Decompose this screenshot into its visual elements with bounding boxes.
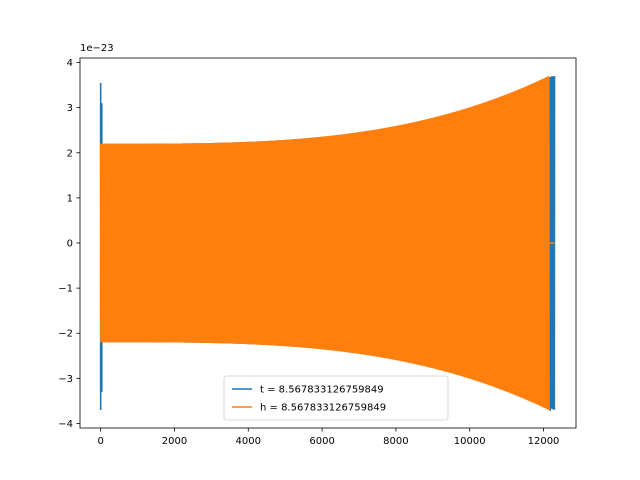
x-tick-label: 4000 [236,436,261,447]
x-tick-label: 10000 [454,436,486,447]
series-layer [99,76,556,411]
y-tick-label: −4 [58,419,73,430]
legend: t = 8.567833126759849 h = 8.5678331267598… [223,375,449,421]
y-tick-label: 2 [67,148,73,159]
y-offset-label: 1e−23 [80,43,114,54]
y-tick-label: 1 [67,193,73,204]
legend-label: h = 8.567833126759849 [260,403,386,414]
legend-label: t = 8.567833126759849 [260,385,384,396]
y-tick-label: −1 [58,284,73,295]
y-tick-label: −2 [58,329,73,340]
y-tick-label: −3 [58,374,73,385]
y-tick-label: 4 [67,58,73,69]
y-tick-label: 0 [67,239,73,250]
series-line [99,76,550,410]
x-tick-label: 0 [97,436,103,447]
x-tick-label: 2000 [162,436,187,447]
series-2 [99,76,555,410]
y-axis: −4 −3 −2 −1 0 1 2 3 4 [58,58,80,430]
legend-box [223,375,449,421]
y-tick-label: 3 [67,103,73,114]
x-axis: 0 2000 4000 6000 8000 10000 12000 [97,428,559,447]
x-tick-label: 12000 [528,436,560,447]
x-tick-label: 6000 [309,436,334,447]
x-tick-label: 8000 [383,436,408,447]
